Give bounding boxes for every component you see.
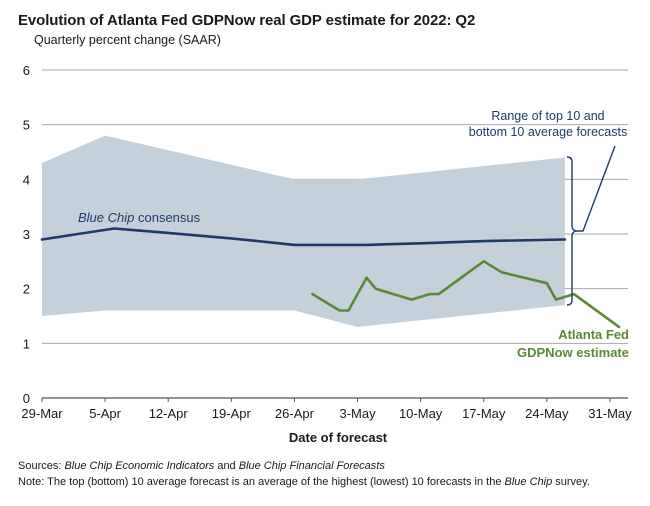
- forecast-range-band: [42, 135, 565, 327]
- gdpnow-label-line-1: Atlanta Fed: [558, 327, 629, 342]
- gdpnow-label-line-2: GDPNow estimate: [517, 345, 629, 360]
- bluechip-consensus-label: Blue Chip consensus: [78, 210, 201, 225]
- y-tick-label-5: 5: [23, 118, 30, 133]
- y-tick-label-1: 1: [23, 336, 30, 351]
- x-tick-label-26-Apr: 26-Apr: [275, 406, 315, 421]
- range-band-area: [42, 135, 565, 327]
- chart-canvas: 0 1 2 3 4 5 6 29-Mar 5-Apr 12-Apr 19-Apr 26-Apr 3-Ma…: [21, 63, 632, 445]
- sources-note: Sources: Blue Chip Economic Indicators a…: [18, 460, 385, 472]
- annotations: Range of top 10 and bottom 10 average fo…: [78, 109, 629, 360]
- y-tick-label-6: 6: [23, 63, 30, 78]
- x-tick-label-29-Mar: 29-Mar: [21, 406, 63, 421]
- x-tick-label-10-May: 10-May: [399, 406, 443, 421]
- chart-subtitle: Quarterly percent change (SAAR): [34, 33, 221, 47]
- x-tick-label-17-May: 17-May: [462, 406, 506, 421]
- x-tick-label-5-Apr: 5-Apr: [89, 406, 121, 421]
- y-tick-label-3: 3: [23, 227, 30, 242]
- bluechip-consensus-line: [40, 227, 567, 247]
- methodology-note: Note: The top (bottom) 10 average foreca…: [18, 476, 590, 488]
- chart-title: Evolution of Atlanta Fed GDPNow real GDP…: [18, 12, 476, 29]
- x-tick-label-19-Apr: 19-Apr: [212, 406, 252, 421]
- x-axis-title: Date of forecast: [289, 430, 388, 445]
- y-tick-label-0: 0: [23, 391, 30, 406]
- band-label-line-2: bottom 10 average forecasts: [469, 125, 627, 139]
- x-tick-label-12-Apr: 12-Apr: [149, 406, 189, 421]
- x-tick-label-31-May: 31-May: [588, 406, 632, 421]
- y-tick-label-4: 4: [23, 172, 30, 187]
- x-tick-label-24-May: 24-May: [525, 406, 569, 421]
- band-leader-line: [576, 145, 616, 232]
- gdpnow-estimate-line: [311, 259, 621, 329]
- x-tick-label-3-May: 3-May: [339, 406, 376, 421]
- series-lines: [40, 227, 621, 329]
- band-label-line-1: Range of top 10 and: [491, 109, 604, 123]
- axes: 0 1 2 3 4 5 6 29-Mar 5-Apr 12-Apr 19-Apr 26-Apr 3-Ma…: [21, 63, 632, 445]
- y-tick-label-2: 2: [23, 282, 30, 297]
